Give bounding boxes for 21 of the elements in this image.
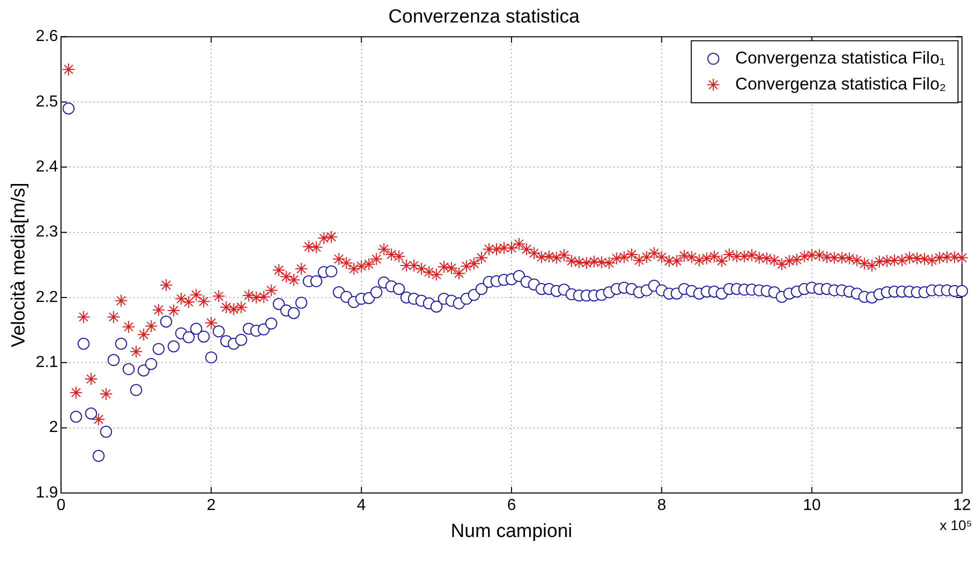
y-tick-label: 2.4 bbox=[36, 158, 58, 176]
x-axis-title: Num campioni bbox=[450, 520, 572, 542]
legend-label: Convergenza statistica Filo₂ bbox=[735, 74, 946, 94]
y-tick-label: 2.1 bbox=[36, 354, 58, 372]
x-tick-label: 8 bbox=[657, 497, 666, 514]
y-tick-label: 2.2 bbox=[36, 288, 58, 306]
y-tick-label: 2.6 bbox=[36, 28, 58, 46]
x-tick-label: 6 bbox=[507, 497, 516, 514]
y-tick-label: 2.3 bbox=[36, 224, 58, 241]
y-tick-label: 2.5 bbox=[36, 93, 58, 110]
y-tick-label: 1.9 bbox=[36, 484, 58, 502]
legend-label: Convergenza statistica Filo₁ bbox=[735, 48, 946, 68]
x-tick-label: 10 bbox=[802, 497, 821, 514]
text: x 10⁵ bbox=[940, 516, 972, 533]
x-tick-label: 2 bbox=[206, 497, 216, 514]
x-tick-label: 0 bbox=[56, 497, 66, 514]
x-tick-label: 12 bbox=[953, 497, 971, 514]
x-tick-label: 4 bbox=[356, 497, 366, 514]
y-tick-label: 2 bbox=[49, 419, 58, 436]
chart-title: Converzenza statistica bbox=[388, 6, 580, 28]
y-axis-title: Velocità media[m/s] bbox=[8, 182, 30, 348]
